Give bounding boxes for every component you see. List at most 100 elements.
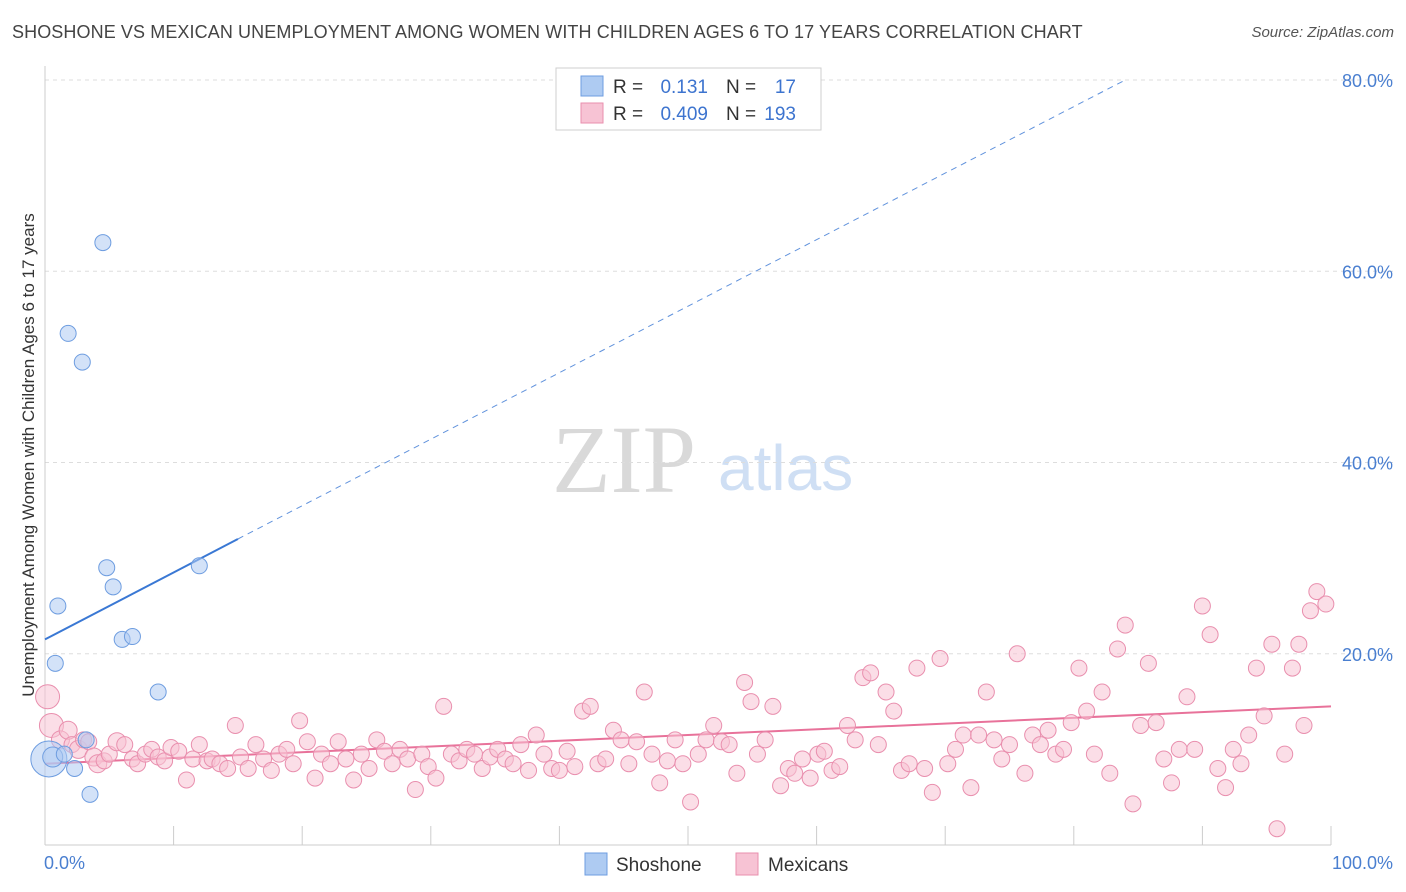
- data-points: [30, 234, 1335, 838]
- data-point-mexicans: [1232, 755, 1250, 773]
- data-point-mexicans: [284, 755, 302, 773]
- data-point-mexicans: [35, 684, 61, 710]
- data-point-mexicans: [786, 764, 804, 782]
- legend-swatch-mexicans: [735, 852, 759, 876]
- data-point-mexicans: [697, 731, 715, 749]
- y-tick-label: 60.0%: [1342, 262, 1393, 282]
- data-point-mexicans: [720, 736, 738, 754]
- data-point-mexicans: [527, 726, 545, 744]
- data-point-mexicans: [908, 659, 926, 677]
- data-point-mexicans: [628, 733, 646, 751]
- data-point-mexicans: [1163, 774, 1181, 792]
- legend-label-shoshone: Shoshone: [616, 855, 702, 876]
- data-point-mexicans: [801, 769, 819, 787]
- data-point-mexicans: [1085, 745, 1103, 763]
- data-point-mexicans: [1062, 714, 1080, 732]
- data-point-mexicans: [1255, 707, 1273, 725]
- data-point-mexicans: [1290, 635, 1308, 653]
- data-point-mexicans: [406, 781, 424, 799]
- data-point-mexicans: [535, 745, 553, 763]
- data-point-mexicans: [1276, 745, 1294, 763]
- data-point-mexicans: [916, 760, 934, 777]
- data-point-shoshone: [81, 785, 99, 803]
- data-point-mexicans: [360, 760, 378, 777]
- data-point-mexicans: [306, 769, 324, 787]
- data-point-mexicans: [1193, 597, 1211, 615]
- x-tick-label: 100.0%: [1332, 853, 1393, 873]
- data-point-mexicans: [689, 745, 707, 763]
- data-point-mexicans: [931, 650, 949, 668]
- data-point-mexicans: [1283, 659, 1301, 677]
- data-point-mexicans: [247, 736, 265, 754]
- data-point-mexicans: [1078, 702, 1096, 720]
- data-point-mexicans: [923, 783, 941, 801]
- zipatlas-watermark: ZIP atlas: [552, 406, 853, 513]
- chart-title: SHOSHONE VS MEXICAN UNEMPLOYMENT AMONG W…: [12, 22, 1083, 42]
- data-point-mexicans: [877, 683, 895, 701]
- legend-swatch-mexicans: [580, 102, 604, 124]
- series-legend: Shoshone Mexicans: [584, 852, 848, 876]
- data-point-mexicans: [427, 769, 445, 787]
- data-point-mexicans: [885, 702, 903, 720]
- data-point-mexicans: [748, 745, 766, 763]
- data-point-mexicans: [643, 745, 661, 763]
- data-point-mexicans: [793, 750, 811, 768]
- data-point-mexicans: [838, 716, 856, 734]
- data-point-mexicans: [1209, 760, 1227, 777]
- data-point-mexicans: [900, 755, 918, 773]
- data-point-mexicans: [1317, 595, 1335, 613]
- data-point-mexicans: [764, 697, 782, 715]
- data-point-mexicans: [742, 693, 760, 711]
- data-point-mexicans: [1093, 683, 1111, 701]
- y-tick-labels: 20.0% 40.0% 60.0% 80.0%: [1342, 71, 1393, 665]
- data-point-mexicans: [321, 755, 339, 773]
- data-point-mexicans: [466, 745, 484, 763]
- legend-n-label: N =: [726, 77, 756, 98]
- data-point-mexicans: [226, 716, 244, 734]
- data-point-mexicans: [869, 736, 887, 754]
- watermark-atlas: atlas: [718, 432, 853, 504]
- data-point-mexicans: [116, 736, 134, 754]
- data-point-mexicans: [728, 764, 746, 782]
- stats-legend: R = 0.131 N = 17 R = 0.409 N = 193: [555, 67, 822, 131]
- data-point-mexicans: [635, 683, 653, 701]
- data-point-mexicans: [184, 750, 202, 768]
- y-tick-label: 40.0%: [1342, 454, 1393, 474]
- data-point-mexicans: [219, 760, 237, 777]
- data-point-mexicans: [831, 758, 849, 776]
- data-point-mexicans: [278, 740, 296, 758]
- data-point-mexicans: [170, 742, 188, 760]
- trend-line-extension-shoshone: [237, 79, 1126, 540]
- data-point-mexicans: [435, 697, 453, 715]
- data-point-mexicans: [1031, 736, 1049, 754]
- data-point-mexicans: [1201, 626, 1219, 644]
- data-point-mexicans: [1170, 740, 1188, 758]
- data-point-shoshone: [49, 597, 67, 615]
- data-point-mexicans: [291, 712, 309, 730]
- legend-r-label: R =: [613, 104, 643, 125]
- source-credit: Source: ZipAtlas.com: [1251, 24, 1394, 41]
- x-tick-label: 0.0%: [44, 853, 85, 873]
- data-point-shoshone: [46, 654, 64, 672]
- watermark-zip: ZIP: [552, 406, 696, 513]
- data-point-mexicans: [1070, 659, 1088, 677]
- data-point-mexicans: [1055, 740, 1073, 758]
- data-point-mexicans: [1155, 750, 1173, 768]
- data-point-mexicans: [815, 742, 833, 760]
- data-point-shoshone: [94, 234, 112, 252]
- gridlines: [45, 79, 1395, 655]
- data-point-mexicans: [1224, 740, 1242, 758]
- data-point-mexicans: [682, 793, 700, 811]
- data-point-mexicans: [977, 683, 995, 701]
- data-point-mexicans: [1308, 583, 1326, 601]
- data-point-mexicans: [1016, 764, 1034, 782]
- data-point-mexicans: [520, 761, 538, 779]
- data-point-mexicans: [1186, 740, 1204, 758]
- data-point-mexicans: [177, 771, 195, 789]
- legend-n-value-shoshone: 17: [775, 77, 796, 98]
- data-point-mexicans: [985, 731, 1003, 749]
- data-point-mexicans: [1247, 659, 1265, 677]
- data-point-mexicans: [666, 731, 684, 749]
- data-point-mexicans: [970, 726, 988, 744]
